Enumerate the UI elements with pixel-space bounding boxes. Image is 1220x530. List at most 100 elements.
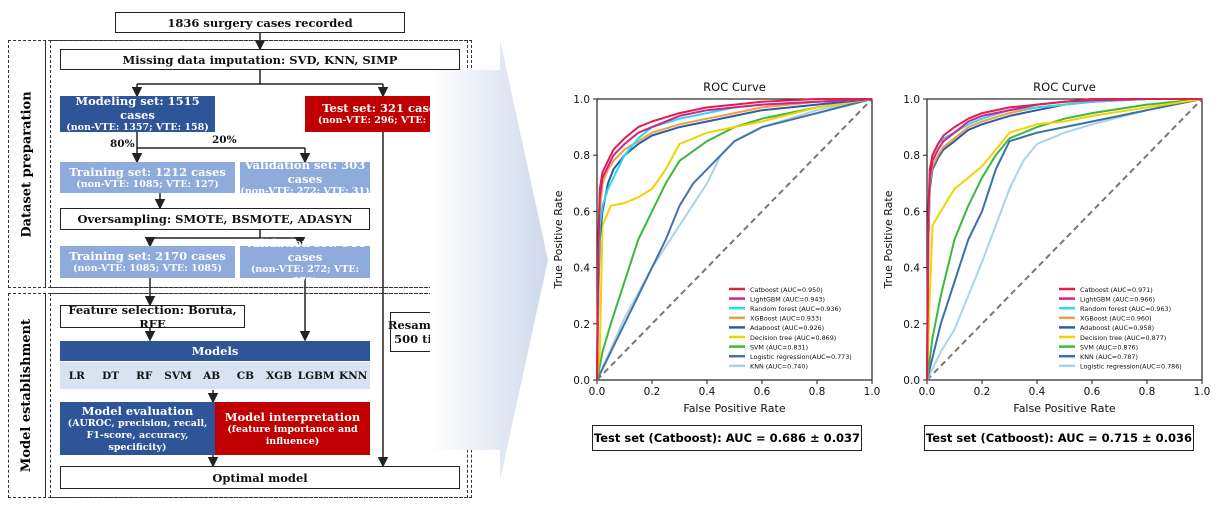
roc-series-line xyxy=(596,98,873,381)
legend-entry: Random forest (AUC=0.963) xyxy=(1080,305,1171,313)
y-tick-label: 0.8 xyxy=(573,150,590,162)
model-dt: DT xyxy=(102,369,120,382)
y-axis-label: True Positive Rate xyxy=(882,190,895,289)
roc-series-line xyxy=(596,98,873,381)
x-axis-label: False Positive Rate xyxy=(1013,402,1115,415)
legend-entry: KNN (AUC=0.740) xyxy=(750,363,808,371)
x-tick-label: 0.0 xyxy=(919,386,936,398)
training-set-1-box: Training set: 1212 cases (non-VTE: 1085;… xyxy=(60,162,235,193)
roc-series-line xyxy=(926,98,1203,381)
modeling-set-box: Modeling set: 1515 cases (non-VTE: 1357;… xyxy=(60,94,215,133)
roc-series-line xyxy=(596,98,873,381)
model-evaluation-box: Model evaluation (AUROC, precision, reca… xyxy=(60,402,215,455)
x-tick-label: 0.6 xyxy=(1084,386,1101,398)
legend-entry: XGBoost (AUC=0.933) xyxy=(750,315,822,323)
y-tick-label: 0.6 xyxy=(903,206,920,218)
flow-connectors xyxy=(131,33,389,468)
chart-title: ROC Curve xyxy=(703,80,766,94)
models-row: LR DT RF SVM AB CB XGB LGBM KNN xyxy=(60,362,370,389)
y-tick-label: 0.8 xyxy=(903,150,920,162)
legend-entry: Logistic regression(AUC=0.786) xyxy=(1080,363,1182,371)
oversampling-text: Oversampling: SMOTE, BSMOTE, ADASYN xyxy=(77,212,353,226)
model-evaluation-title: Model evaluation xyxy=(81,403,194,418)
recorded-cases-box: 1836 surgery cases recorded xyxy=(115,12,405,33)
roc-series-line xyxy=(596,98,872,381)
roc-chart-2: ROC Curve 0.0 0.0 0.2 0.2 0.4 0.4 0.6 0.6 0.8 0.8 1… xyxy=(880,76,1210,420)
optimal-model-box: Optimal model xyxy=(60,466,460,489)
validation-set-2-title: Validation set: 544 cases xyxy=(244,236,366,264)
roc-chart-1: ROC Curve 0.0 0.0 0.2 0.2 0.4 0.4 0.6 0.6 0.8 0.8 1… xyxy=(550,76,880,420)
x-tick-label: 0.4 xyxy=(699,386,716,398)
validation-set-1-sub: (non-VTE: 272; VTE: 31) xyxy=(240,185,370,197)
legend-entry: Logistic regression(AUC=0.773) xyxy=(750,353,852,361)
roc-series-line xyxy=(596,98,873,381)
test-caption-2: Test set (Catboost): AUC = 0.715 ± 0.036 xyxy=(924,425,1194,451)
y-tick-label: 0.4 xyxy=(573,263,590,275)
feature-selection-text: Feature selection: Boruta, RFE xyxy=(68,302,237,331)
validation-set-1-title: Validation set: 303 cases xyxy=(244,157,366,186)
legend-entry: LightGBM (AUC=0.966) xyxy=(1080,295,1155,303)
x-tick-label: 0.6 xyxy=(754,386,771,398)
chance-diagonal xyxy=(926,98,1203,381)
y-tick-label: 0.0 xyxy=(903,375,920,387)
legend-entry: XGBoost (AUC=0.960) xyxy=(1080,315,1152,323)
legend-entry: KNN (AUC=0.787) xyxy=(1080,353,1138,361)
recorded-cases-text: 1836 surgery cases recorded xyxy=(167,15,353,30)
feature-selection-box: Feature selection: Boruta, RFE xyxy=(60,302,245,331)
model-lr: LR xyxy=(68,369,85,382)
roc-series-line xyxy=(596,98,873,381)
oversampling-box: Oversampling: SMOTE, BSMOTE, ADASYN xyxy=(60,208,370,230)
validation-set-1-box: Validation set: 303 cases (non-VTE: 272;… xyxy=(240,158,370,197)
imputation-text: Missing data imputation: SVD, KNN, SIMP xyxy=(122,52,398,67)
x-tick-label: 1.0 xyxy=(864,386,880,398)
legend-entry: Adaboost (AUC=0.926) xyxy=(750,324,824,332)
model-ab: AB xyxy=(203,369,221,382)
roc-series-line xyxy=(926,98,1203,381)
legend-entry: Random forest (AUC=0.936) xyxy=(750,305,841,313)
optimal-model-text: Optimal model xyxy=(212,470,308,485)
legend-entry: Decision tree (AUC=0.869) xyxy=(750,334,836,342)
x-tick-label: 0.0 xyxy=(589,386,606,398)
pct-val-label: 20% xyxy=(212,134,237,146)
legend-entry: Adaboost (AUC=0.958) xyxy=(1080,324,1154,332)
roc-series-line xyxy=(596,98,873,381)
training-set-1-sub: (non-VTE: 1085; VTE: 127) xyxy=(76,178,219,190)
legend-entry: SVM (AUC=0.876) xyxy=(1080,343,1138,351)
validation-set-2-box: Validation set: 544 cases (non-VTE: 272;… xyxy=(240,236,370,287)
y-tick-label: 0.2 xyxy=(903,319,920,331)
x-tick-label: 1.0 xyxy=(1194,386,1210,398)
y-axis-label: True Positive Rate xyxy=(552,190,565,289)
x-tick-label: 0.4 xyxy=(1029,386,1046,398)
dataset-section-label-wrap: Dataset preparation xyxy=(8,40,46,288)
model-knn: KNN xyxy=(339,369,368,382)
modeling-set-sub: (non-VTE: 1357; VTE: 158) xyxy=(66,122,209,133)
x-tick-label: 0.2 xyxy=(644,386,661,398)
model-interpretation-title: Model interpretation xyxy=(224,409,361,424)
model-evaluation-sub: (AUROC, precision, recall, F1-score, acc… xyxy=(67,417,208,453)
legend-entry: SVM (AUC=0.831) xyxy=(750,343,808,351)
legend-entry: LightGBM (AUC=0.943) xyxy=(750,295,825,303)
roc-series-line xyxy=(926,98,1203,381)
models-title: Models xyxy=(191,344,239,358)
test-set-sub: (non-VTE: 296; VTE: 25) xyxy=(317,115,448,126)
y-tick-label: 0.0 xyxy=(573,375,590,387)
model-section-label-wrap: Model establishment xyxy=(8,293,46,498)
test-caption-2-text: Test set (Catboost): AUC = 0.715 ± 0.036 xyxy=(925,431,1193,445)
flow-to-charts-arrow xyxy=(430,40,548,480)
roc-chart-2-svg: ROC Curve 0.00.0 0.2 0.2 0.4 0.4 0.6 0.6 0.8 0.8 1… xyxy=(882,80,1210,415)
model-xgb: XGB xyxy=(266,369,293,382)
model-section-label: Model establishment xyxy=(19,318,35,473)
y-tick-label: 0.2 xyxy=(573,319,590,331)
legend-entry: Decision tree (AUC=0.877) xyxy=(1080,334,1166,342)
training-set-2-sub: (non-VTE: 1085; VTE: 1085) xyxy=(72,263,223,274)
model-svm: SVM xyxy=(164,369,192,382)
model-lgbm: LGBM xyxy=(297,369,335,382)
roc-chart-1-svg: ROC Curve 0.00.0 0.2 0.2 0.4 0.4 0.6 0.6 0.8 0.8 1… xyxy=(552,80,880,415)
training-set-2-box: Training set: 2170 cases (non-VTE: 1085;… xyxy=(60,246,235,278)
test-caption-1: Test set (Catboost): AUC = 0.686 ± 0.037 xyxy=(592,425,862,451)
validation-set-2-sub: (non-VTE: 272; VTE: 272) xyxy=(250,264,360,287)
legend-entry: Catboost (AUC=0.950) xyxy=(750,286,823,294)
imputation-box: Missing data imputation: SVD, KNN, SIMP xyxy=(60,49,460,70)
roc-series-line xyxy=(926,98,1203,381)
x-axis-label: False Positive Rate xyxy=(683,402,785,415)
